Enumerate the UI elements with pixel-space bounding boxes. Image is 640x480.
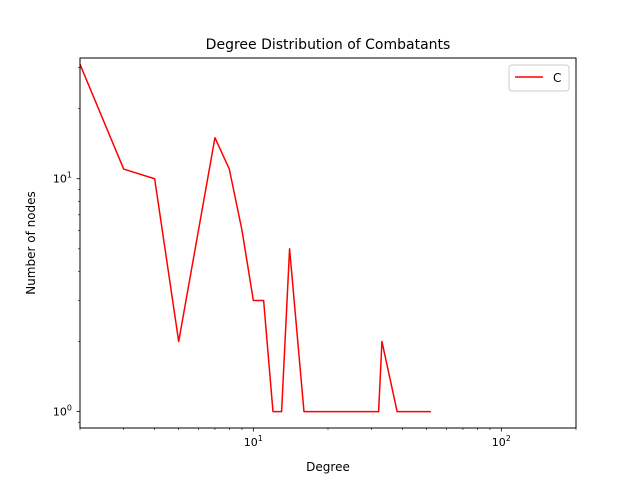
x-axis-ticks: 101 102: [79, 428, 577, 449]
y-tick-label: 100: [53, 404, 72, 419]
x-tick-label: 102: [492, 434, 511, 449]
y-axis-label: Number of nodes: [24, 191, 38, 295]
legend-box: [508, 64, 570, 92]
x-tick-label: 101: [244, 434, 263, 449]
series-line-c: [79, 64, 431, 413]
y-axis-ticks: 100 101: [53, 67, 80, 423]
series-layer: [79, 64, 431, 413]
plot-area: 101 102 100 101: [53, 57, 577, 449]
x-axis-label: Degree: [306, 460, 350, 474]
chart-title: Degree Distribution of Combatants: [206, 37, 451, 53]
legend-label-c: C: [553, 71, 561, 85]
legend: C: [508, 64, 570, 92]
y-tick-label: 101: [53, 171, 72, 186]
